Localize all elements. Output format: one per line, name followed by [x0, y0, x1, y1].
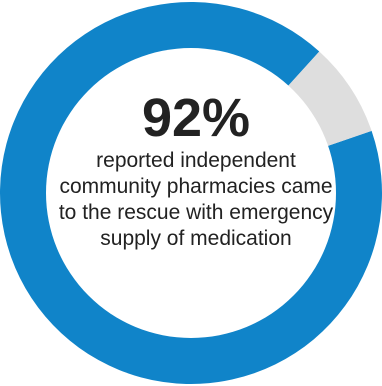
description-text: reported independent community pharmacie… — [58, 149, 334, 250]
donut-hole — [46, 48, 336, 338]
headline-percentage: 92% — [141, 88, 251, 148]
center-label: 92% reported independent community pharm… — [56, 90, 336, 252]
